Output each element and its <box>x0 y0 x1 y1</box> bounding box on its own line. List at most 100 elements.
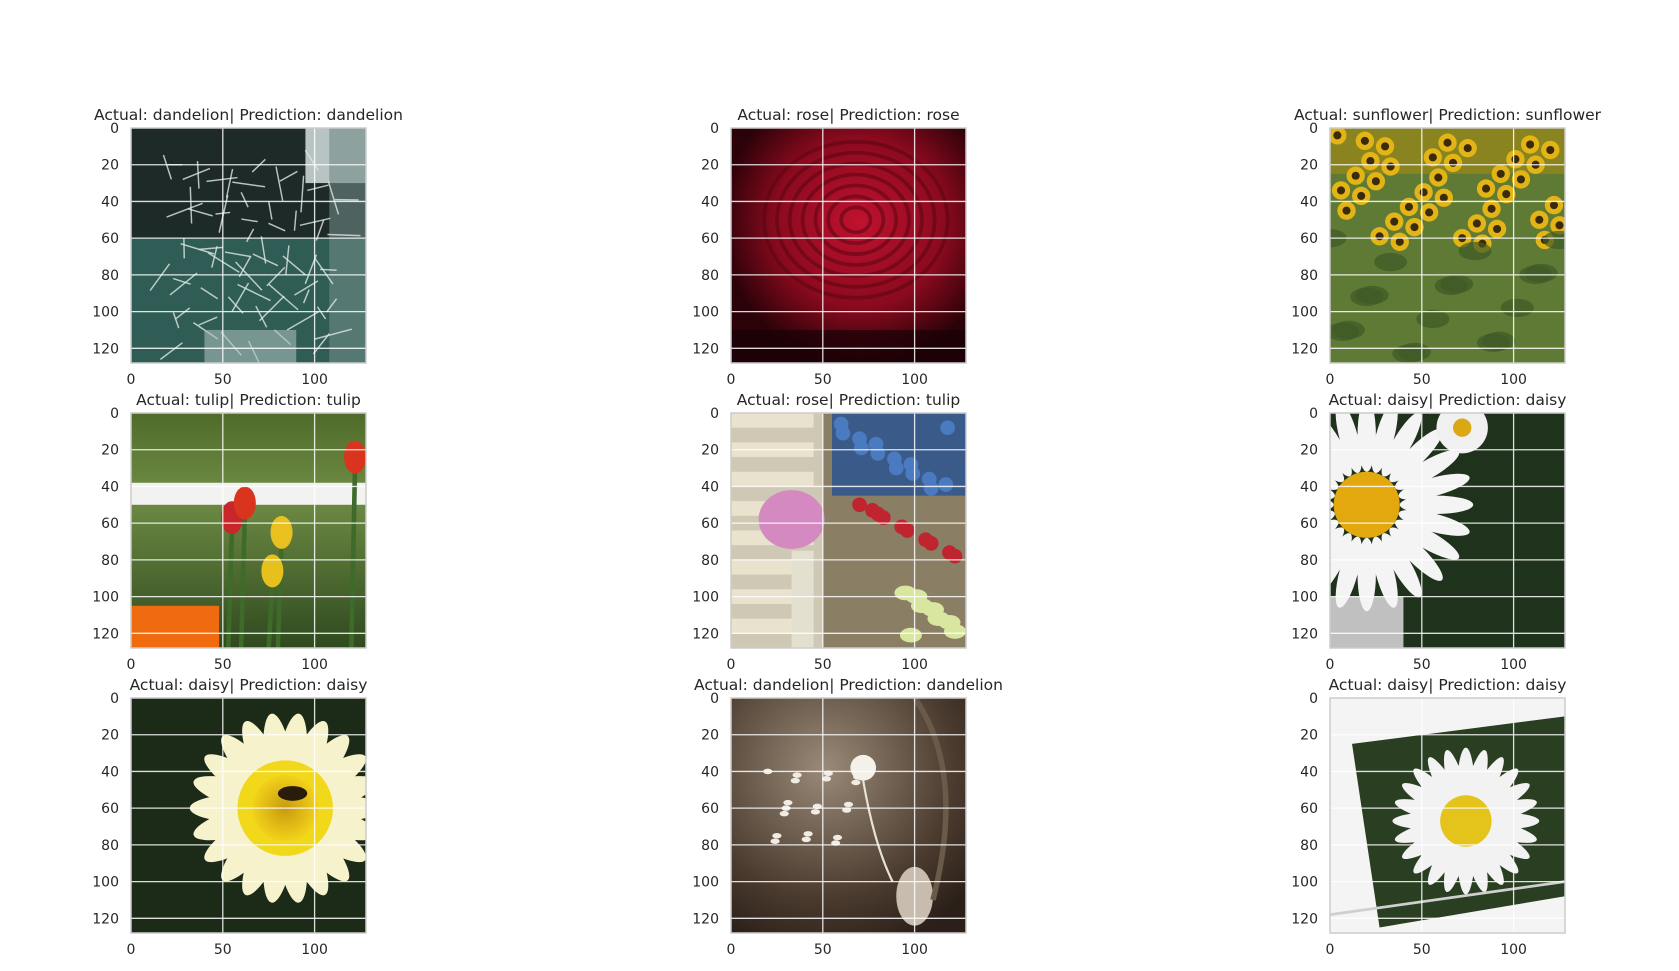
axes-frame <box>730 412 967 649</box>
x-tick-label: 0 <box>127 942 136 958</box>
y-tick-label: 80 <box>101 268 119 284</box>
y-tick-label: 60 <box>701 516 719 532</box>
y-tick-label: 60 <box>701 231 719 247</box>
axes-frame <box>130 412 367 649</box>
x-tick-label: 50 <box>1413 657 1431 673</box>
y-tick-label: 100 <box>692 590 719 606</box>
axes-frame <box>130 697 367 934</box>
y-tick-label: 60 <box>101 231 119 247</box>
image-panel-6: Actual: daisy| Prediction: daisy 0 20 40 60 8… <box>1291 391 1567 673</box>
y-tick-label: 120 <box>92 626 119 642</box>
y-tick-label: 80 <box>101 553 119 569</box>
x-tick-label: 100 <box>301 372 328 388</box>
axes-frame <box>730 127 967 364</box>
y-tick-label: 120 <box>692 341 719 357</box>
x-tick-label: 50 <box>214 372 232 388</box>
y-tick-label: 100 <box>692 305 719 321</box>
x-tick-label: 0 <box>1326 372 1335 388</box>
y-tick-label: 0 <box>710 406 719 422</box>
y-tick-label: 20 <box>101 443 119 459</box>
tulip-image <box>131 413 366 648</box>
y-tick-label: 40 <box>701 194 719 210</box>
y-tick-label: 40 <box>1300 194 1318 210</box>
y-tick-label: 20 <box>1300 728 1318 744</box>
y-tick-label: 60 <box>1300 516 1318 532</box>
x-tick-label: 50 <box>814 372 832 388</box>
axes-frame <box>1329 412 1566 649</box>
image-panel-8: Actual: dandelion| Prediction: dandelion… <box>692 676 1003 958</box>
panels-layer: Actual: dandelion| Prediction: dandelion… <box>92 106 1601 958</box>
y-tick-label: 60 <box>1300 231 1318 247</box>
y-tick-label: 60 <box>1300 801 1318 817</box>
y-tick-label: 20 <box>101 158 119 174</box>
x-tick-label: 0 <box>1326 657 1335 673</box>
y-tick-label: 60 <box>101 516 119 532</box>
image-panel-4: Actual: tulip| Prediction: tulip 0 20 40 60 8… <box>92 391 367 673</box>
axes-frame <box>730 697 967 934</box>
y-tick-label: 120 <box>1291 341 1318 357</box>
x-tick-label: 0 <box>1326 942 1335 958</box>
x-tick-label: 0 <box>127 372 136 388</box>
x-tick-label: 0 <box>727 942 736 958</box>
x-tick-label: 100 <box>901 942 928 958</box>
x-tick-label: 100 <box>301 657 328 673</box>
dandelion-sepia-image <box>731 698 966 933</box>
image-panel-9: Actual: daisy| Prediction: daisy 0 20 40 60 8… <box>1291 676 1566 958</box>
y-tick-label: 120 <box>1291 911 1318 927</box>
panel-title: Actual: daisy| Prediction: daisy <box>1329 391 1567 409</box>
y-tick-label: 40 <box>1300 764 1318 780</box>
y-tick-label: 100 <box>1291 305 1318 321</box>
y-tick-label: 100 <box>92 305 119 321</box>
panel-title: Actual: sunflower| Prediction: sunflower <box>1294 106 1602 124</box>
image-panel-3: Actual: sunflower| Prediction: sunflower… <box>1291 106 1601 388</box>
y-tick-label: 20 <box>101 728 119 744</box>
x-tick-label: 50 <box>214 657 232 673</box>
x-tick-label: 0 <box>127 657 136 673</box>
y-tick-label: 40 <box>101 194 119 210</box>
axes-frame <box>1329 697 1566 934</box>
y-tick-label: 40 <box>1300 479 1318 495</box>
y-tick-label: 0 <box>110 406 119 422</box>
y-tick-label: 20 <box>701 158 719 174</box>
y-tick-label: 60 <box>101 801 119 817</box>
image-panel-5: Actual: rose| Prediction: tulip 0 20 40 60 80… <box>692 391 967 673</box>
panel-title: Actual: rose| Prediction: rose <box>737 106 959 124</box>
y-tick-label: 100 <box>1291 590 1318 606</box>
x-tick-label: 100 <box>901 372 928 388</box>
x-tick-label: 100 <box>1500 942 1527 958</box>
x-tick-label: 100 <box>301 942 328 958</box>
y-tick-label: 0 <box>110 691 119 707</box>
x-tick-label: 50 <box>1413 372 1431 388</box>
y-tick-label: 120 <box>1291 626 1318 642</box>
rose-image <box>731 128 966 363</box>
bouquet-image <box>731 413 966 648</box>
y-tick-label: 80 <box>701 553 719 569</box>
y-tick-label: 120 <box>92 911 119 927</box>
panel-title: Actual: dandelion| Prediction: dandelion <box>94 106 403 124</box>
y-tick-label: 80 <box>101 838 119 854</box>
y-tick-label: 60 <box>701 801 719 817</box>
y-tick-label: 20 <box>1300 443 1318 459</box>
panel-title: Actual: dandelion| Prediction: dandelion <box>694 676 1003 694</box>
x-tick-label: 50 <box>814 942 832 958</box>
daisy-tilted-image <box>1330 698 1565 933</box>
x-tick-label: 100 <box>1500 372 1527 388</box>
x-tick-label: 100 <box>1500 657 1527 673</box>
image-panel-1: Actual: dandelion| Prediction: dandelion… <box>92 106 403 388</box>
y-tick-label: 100 <box>692 875 719 891</box>
axes-frame <box>1329 127 1566 364</box>
y-tick-label: 40 <box>101 764 119 780</box>
panel-title: Actual: rose| Prediction: tulip <box>737 391 961 409</box>
y-tick-label: 0 <box>1309 406 1318 422</box>
y-tick-label: 120 <box>92 341 119 357</box>
x-tick-label: 50 <box>1413 942 1431 958</box>
y-tick-label: 0 <box>1309 121 1318 137</box>
x-tick-label: 50 <box>214 942 232 958</box>
axes-frame <box>130 127 367 364</box>
y-tick-label: 100 <box>92 875 119 891</box>
y-tick-label: 80 <box>1300 553 1318 569</box>
x-tick-label: 0 <box>727 657 736 673</box>
y-tick-label: 40 <box>701 764 719 780</box>
y-tick-label: 100 <box>1291 875 1318 891</box>
